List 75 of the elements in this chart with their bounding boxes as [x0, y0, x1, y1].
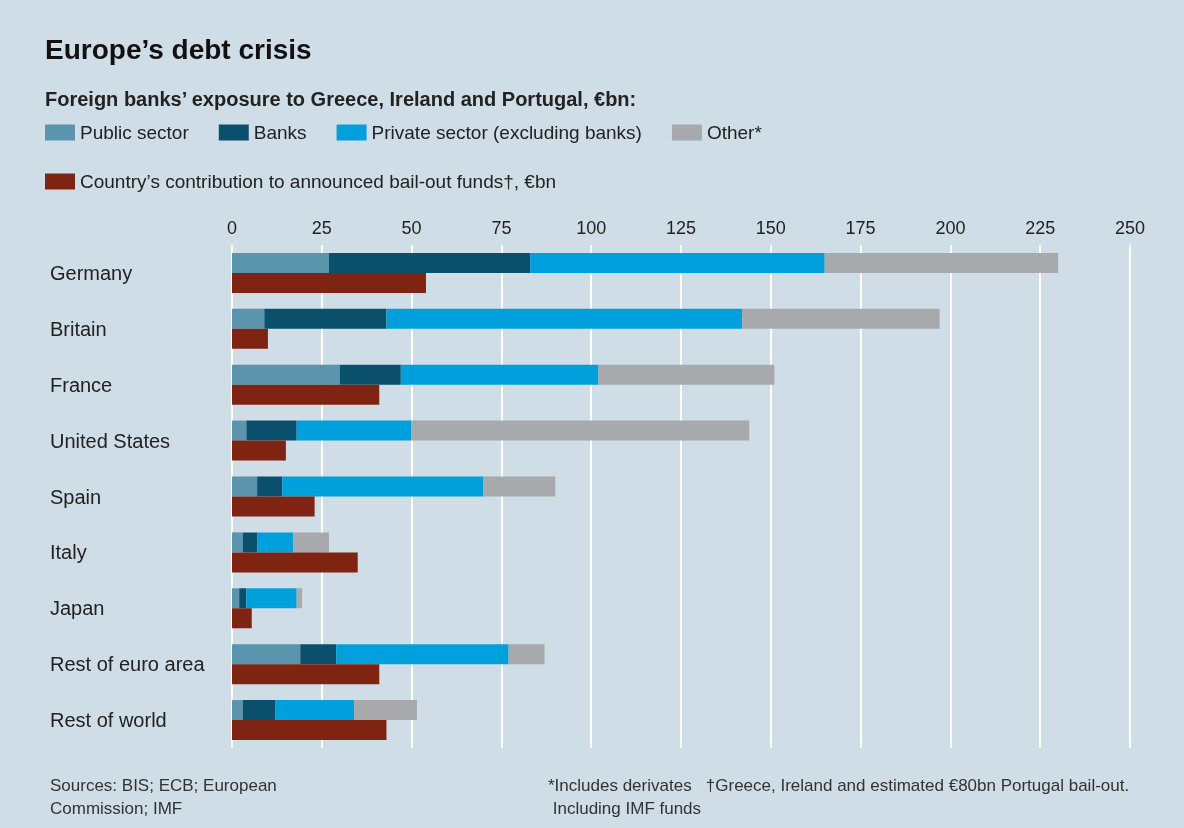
bar [296, 420, 412, 441]
bar [232, 328, 268, 349]
bar [232, 420, 247, 441]
bar [232, 644, 301, 665]
bar [483, 476, 556, 497]
bar [232, 720, 387, 741]
x-tick-label: 175 [845, 218, 876, 238]
bar [239, 588, 247, 609]
bar [411, 420, 750, 441]
bar [257, 532, 294, 553]
y-tick-label: Rest of world [50, 709, 167, 732]
source-note: Sources: BIS; ECB; European Commission; IMF [50, 776, 282, 818]
legend-label: Banks [253, 122, 307, 143]
bar [293, 532, 329, 553]
bar [232, 664, 380, 685]
bar [530, 252, 825, 273]
bar [824, 252, 1059, 273]
bar [598, 364, 775, 385]
bar [232, 252, 329, 273]
bar [232, 588, 240, 609]
bar [232, 440, 286, 461]
bar [246, 588, 297, 609]
bar [282, 476, 484, 497]
text: Including IMF funds [552, 799, 702, 818]
x-tick-label: 125 [665, 218, 697, 238]
x-tick-label: 225 [1025, 218, 1056, 238]
chart-subtitle: Foreign banks’ exposure to Greece, Ireland and Portugal, €bn: [45, 88, 637, 110]
bar [257, 476, 283, 497]
bar [232, 496, 315, 517]
bar [232, 364, 340, 385]
bar [339, 364, 401, 385]
bar [336, 644, 509, 665]
y-tick-label: Japan [50, 597, 105, 620]
bar [264, 308, 387, 329]
x-tick-label: 25 [311, 218, 332, 238]
legend-label: Public sector [80, 122, 190, 143]
bar [232, 700, 243, 721]
text: *Includes derivates †Greece, Ireland and estimated €80bn Portugal bail-out. [548, 776, 1130, 795]
x-tick-label: 200 [935, 218, 966, 238]
x-tick-label: 250 [1114, 218, 1146, 238]
y-tick-label: United States [50, 429, 171, 452]
chart-title: Europe’s debt crisis [45, 33, 312, 65]
bar [246, 420, 297, 441]
bar [508, 644, 545, 665]
bar [232, 384, 380, 405]
bar [300, 644, 337, 665]
bar [296, 588, 303, 609]
bar [242, 700, 276, 721]
bar [275, 700, 355, 721]
x-tick-label: 0 [226, 218, 238, 238]
bar [328, 252, 531, 273]
y-tick-label: Rest of euro area [50, 653, 206, 676]
y-tick-label: Spain [50, 485, 102, 508]
bar [242, 532, 258, 553]
x-tick-label: 150 [755, 218, 786, 238]
y-tick-label: Britain [50, 317, 107, 340]
x-tick-label: 75 [491, 218, 512, 238]
bar [354, 700, 417, 721]
bar [232, 476, 258, 497]
x-tick-label: 50 [401, 218, 422, 238]
y-tick-label: Germany [50, 261, 133, 284]
bar [232, 272, 426, 293]
y-tick-label: France [50, 373, 113, 396]
bar [400, 364, 599, 385]
x-tick-label: 100 [576, 218, 607, 238]
bar [232, 608, 252, 629]
legend-label: Private sector (excluding banks) [371, 122, 642, 143]
bar [232, 308, 265, 329]
bar [232, 552, 358, 573]
bar [742, 308, 940, 329]
y-tick-label: Italy [50, 541, 87, 564]
legend-label: Other* [706, 122, 763, 143]
bar [232, 532, 243, 553]
legend-label: Country’s contribution to announced bail-out funds†, €bn [80, 171, 557, 192]
bar [386, 308, 743, 329]
